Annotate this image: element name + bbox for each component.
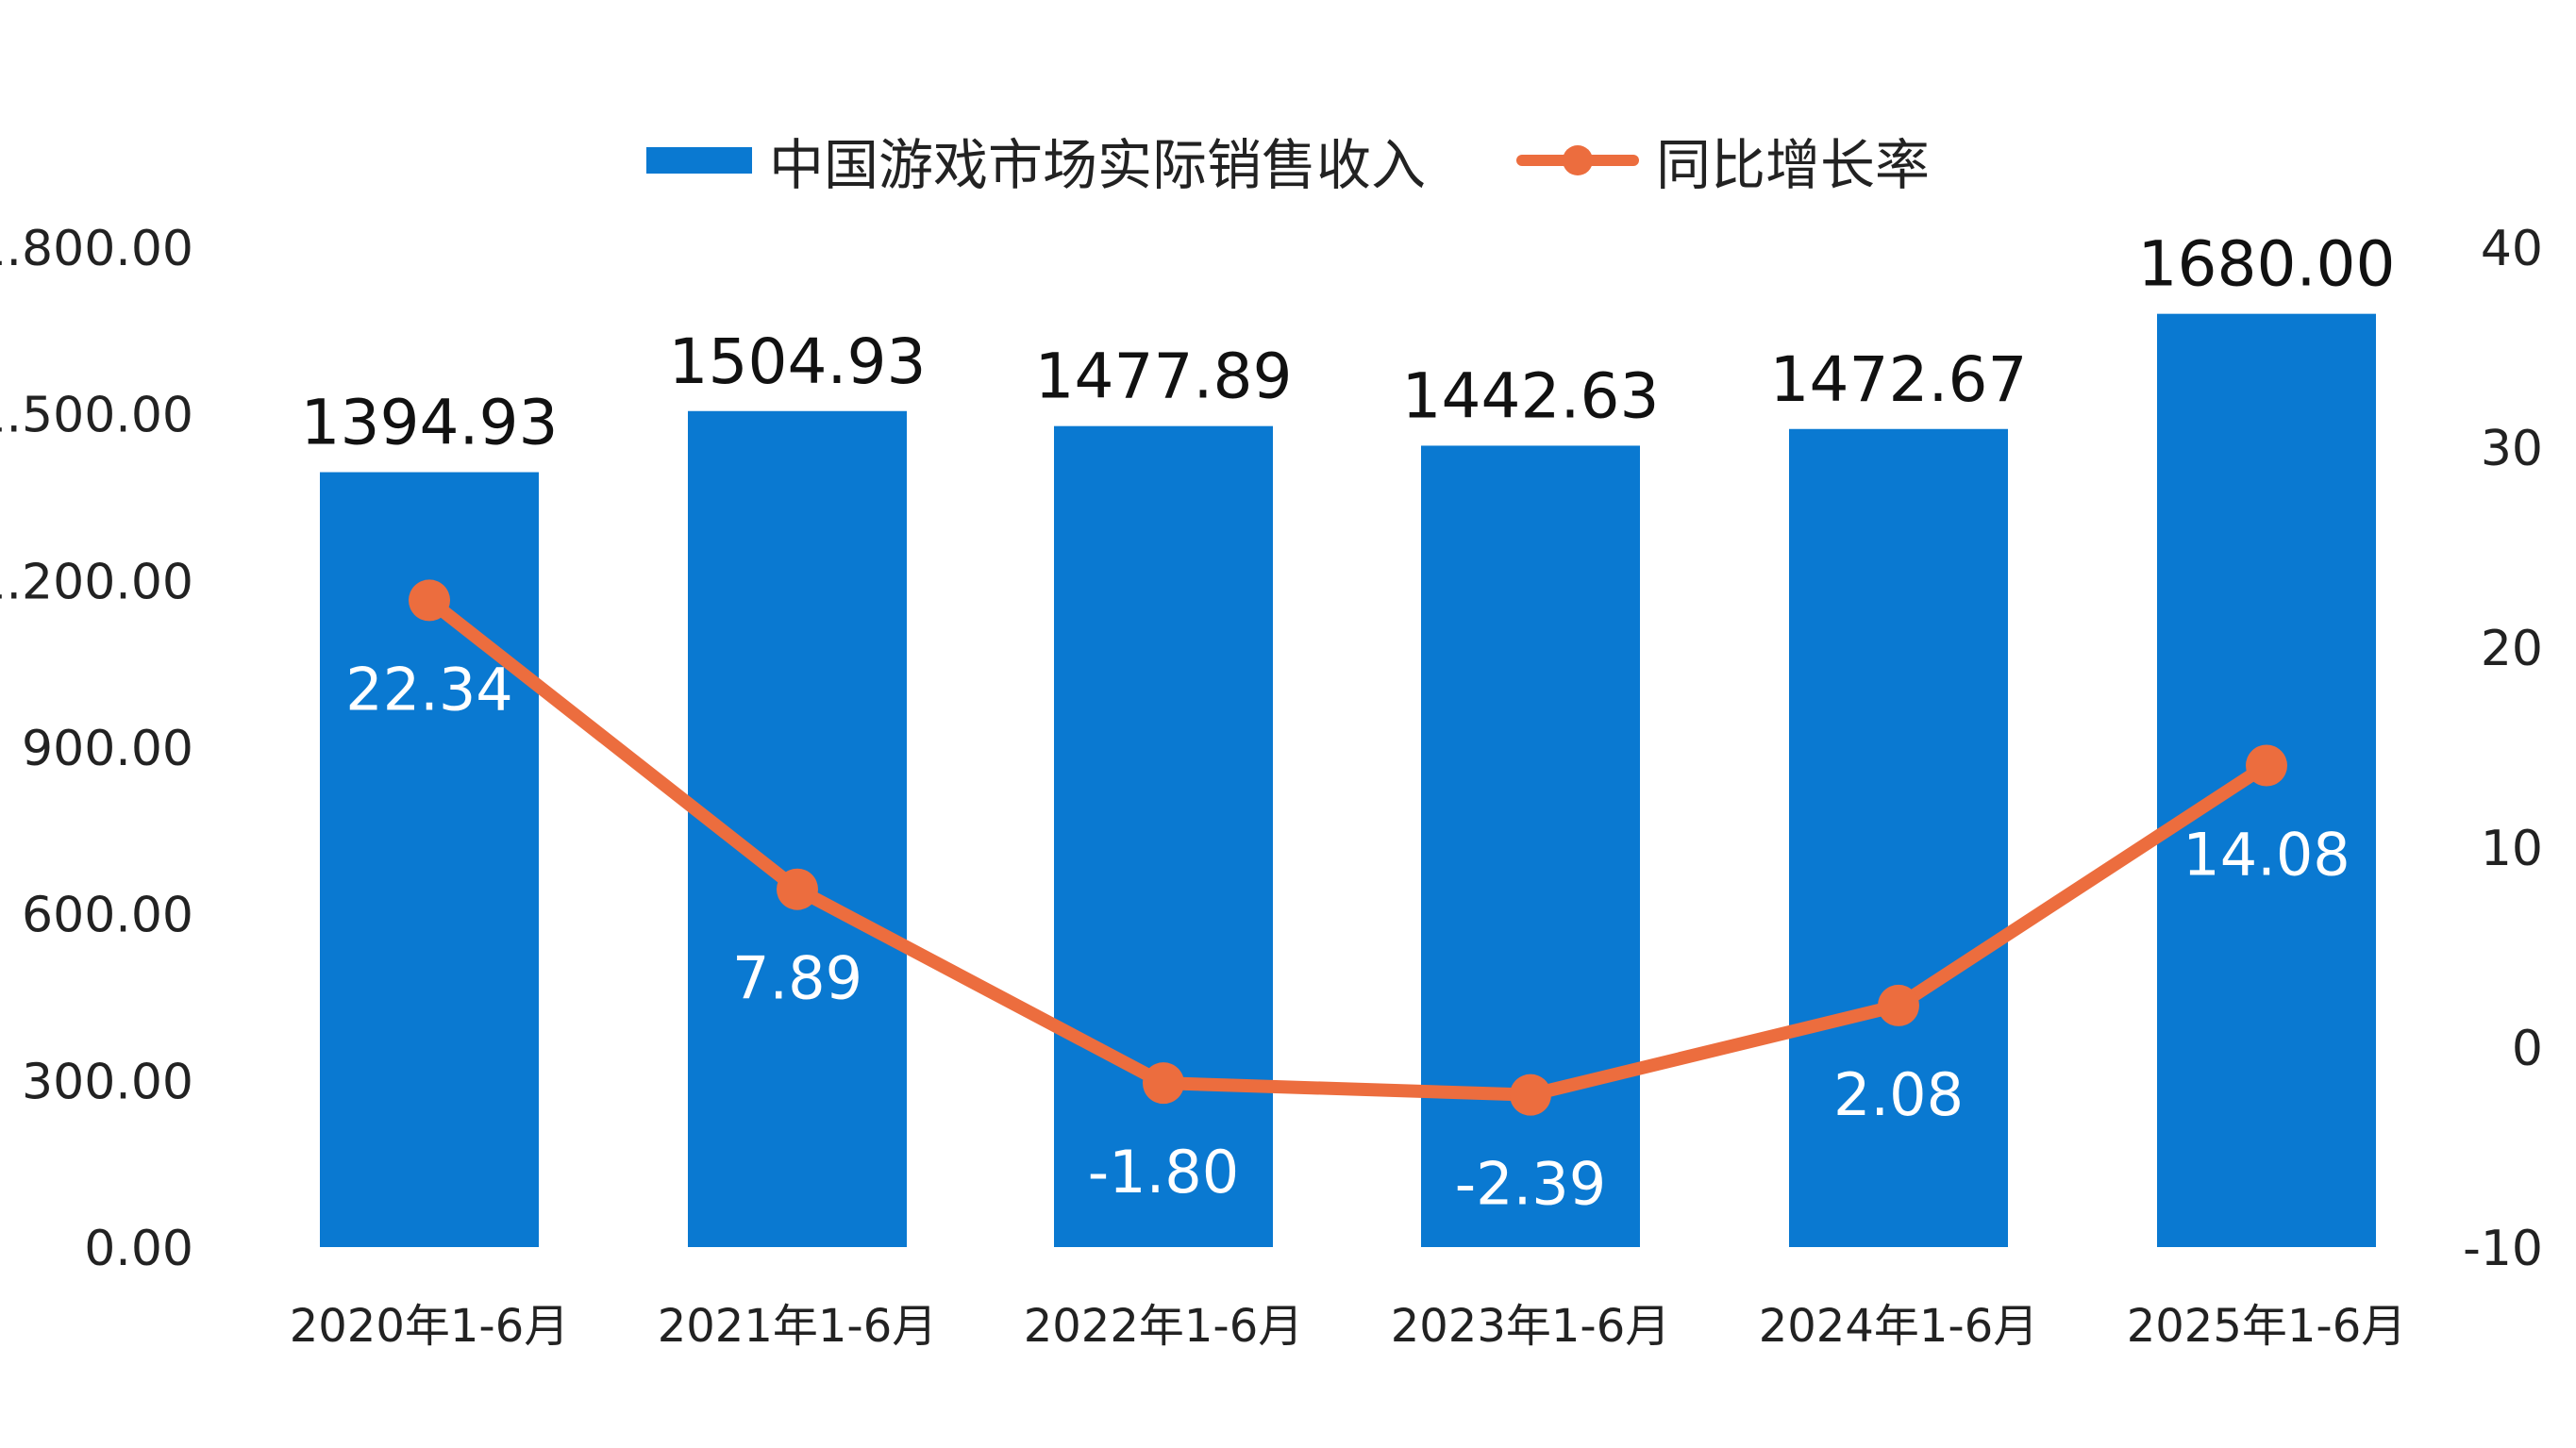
revenue-bar	[1054, 425, 1273, 1247]
revenue-value-label: 1504.93	[669, 325, 927, 398]
growth-value-label: 22.34	[345, 655, 513, 724]
y-left-tick-label: 1.800.00	[0, 221, 193, 277]
growth-point	[1878, 984, 1919, 1026]
growth-point	[1143, 1062, 1184, 1105]
growth-value-label: -2.39	[1455, 1150, 1606, 1219]
growth-value-label: 2.08	[1833, 1060, 1964, 1129]
legend-label-growth: 同比增长率	[1656, 133, 1931, 197]
growth-point	[409, 579, 450, 622]
y-right-tick-label: 40	[2481, 221, 2543, 277]
legend: 中国游戏市场实际销售收入 同比增长率	[0, 121, 2576, 200]
y-left-tick-label: 300.00	[22, 1054, 193, 1110]
growth-point	[1510, 1074, 1551, 1116]
revenue-value-label: 1442.63	[1402, 359, 1660, 432]
x-category-label: 2022年1-6月	[1024, 1300, 1304, 1353]
revenue-value-label: 1394.93	[301, 387, 559, 459]
x-category-label: 2020年1-6月	[290, 1300, 570, 1353]
growth-value-label: 14.08	[2183, 821, 2350, 890]
legend-item-growth: 同比增长率	[1516, 121, 1930, 200]
y-right-tick-label: 20	[2481, 621, 2543, 677]
x-category-label: 2025年1-6月	[2127, 1300, 2407, 1353]
y-left-tick-label: 1.200.00	[0, 554, 193, 610]
y-left-tick-label: 900.00	[22, 721, 193, 777]
y-left-tick-label: 600.00	[22, 888, 193, 944]
line-marker-swatch-icon	[1516, 132, 1639, 189]
legend-item-revenue: 中国游戏市场实际销售收入	[645, 121, 1426, 200]
y-right-tick-label: 0	[2512, 1021, 2543, 1077]
growth-value-label: -1.80	[1088, 1138, 1239, 1207]
legend-label-revenue: 中国游戏市场实际销售收入	[768, 133, 1426, 197]
x-category-label: 2023年1-6月	[1391, 1300, 1671, 1353]
y-right-tick-label: 10	[2481, 821, 2543, 877]
revenue-value-label: 1472.67	[1770, 343, 2028, 416]
revenue-value-label: 1477.89	[1035, 341, 1293, 413]
y-right-tick-label: -10	[2463, 1221, 2543, 1277]
revenue-value-label: 1680.00	[2138, 228, 2396, 301]
revenue-bar	[1421, 445, 1640, 1247]
y-right-tick-label: 30	[2481, 421, 2543, 477]
x-category-label: 2021年1-6月	[658, 1300, 938, 1353]
y-left-tick-label: 1.500.00	[0, 388, 193, 444]
x-category-label: 2024年1-6月	[1759, 1300, 2039, 1353]
revenue-bar	[1789, 428, 2008, 1247]
y-left-tick-label: 0.00	[84, 1221, 193, 1277]
growth-point	[777, 868, 818, 910]
growth-point	[2246, 744, 2287, 787]
bar-swatch-icon	[645, 147, 752, 174]
growth-line	[423, 593, 2273, 1102]
growth-value-label: 7.89	[732, 944, 862, 1013]
